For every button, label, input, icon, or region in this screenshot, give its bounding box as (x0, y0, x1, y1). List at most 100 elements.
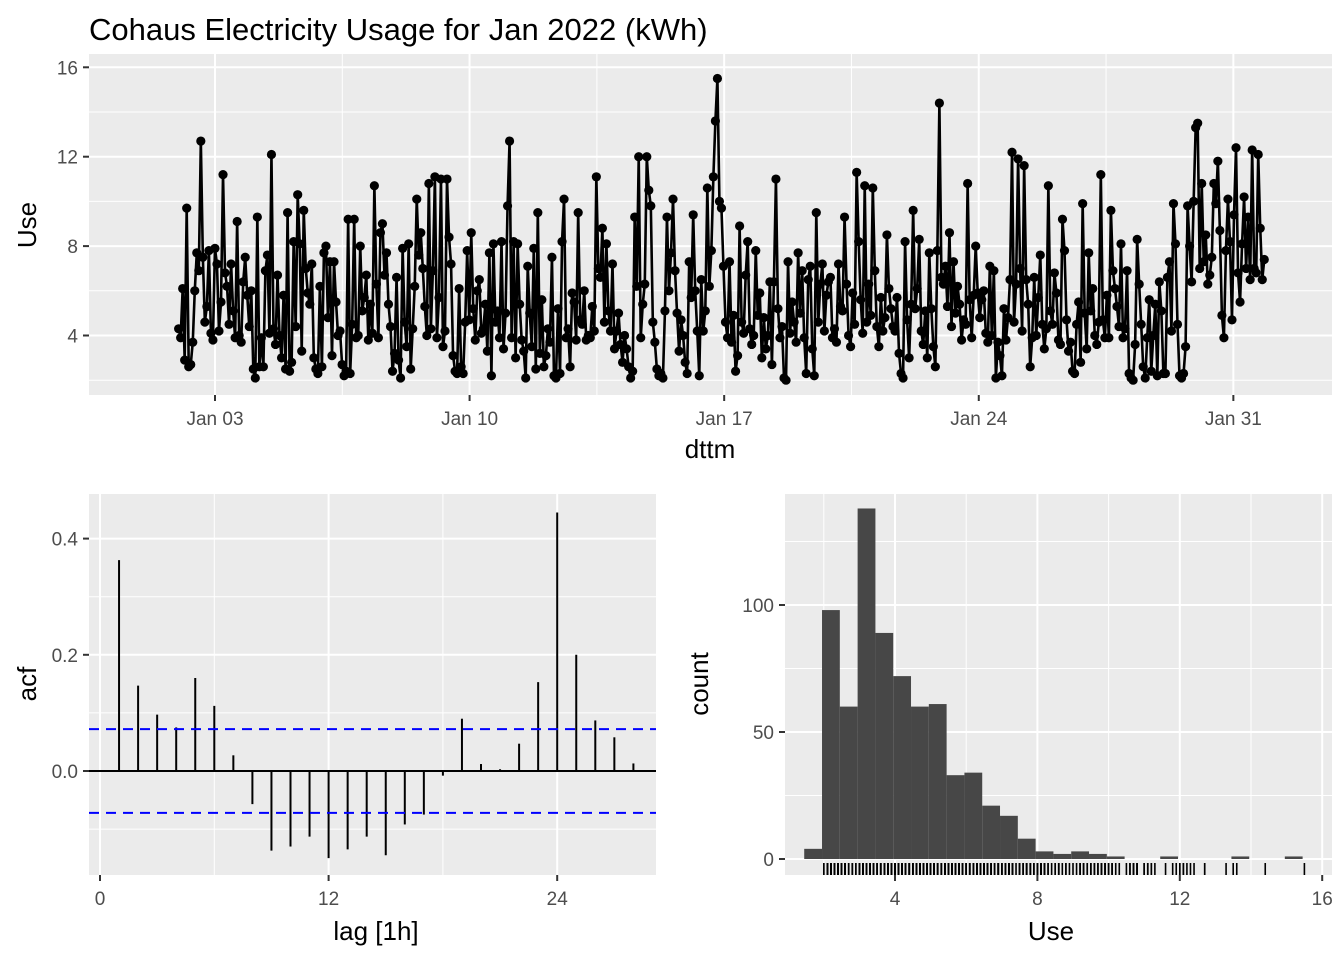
timeseries-point (571, 335, 581, 345)
timeseries-point (517, 335, 527, 345)
timeseries-point (807, 344, 817, 354)
histogram-bar (839, 706, 858, 859)
timeseries-point (262, 250, 273, 260)
timeseries-point (327, 351, 337, 361)
histogram-bar (1089, 853, 1107, 859)
timeseries-point (228, 306, 238, 316)
timeseries-point (989, 266, 999, 276)
timeseries-point (1253, 149, 1263, 160)
timeseries-point (278, 290, 289, 300)
timeseries-point (759, 313, 769, 323)
timeseries-point (1199, 257, 1209, 267)
timeseries-point (805, 261, 815, 271)
timeseries-point (761, 344, 771, 354)
timeseries-point (954, 299, 965, 309)
timeseries-point (557, 237, 567, 247)
timeseries-point (547, 252, 557, 262)
timeseries-point (482, 346, 492, 356)
timeseries-point (1106, 205, 1116, 215)
timeseries-point (777, 321, 787, 332)
histogram-bar (982, 805, 1001, 859)
timeseries-point (210, 243, 220, 253)
timeseries-point (1086, 306, 1096, 316)
timeseries-point (176, 333, 186, 343)
timeseries-point (1140, 373, 1150, 383)
histogram-rug (822, 863, 1306, 875)
timeseries-point (971, 241, 981, 251)
timeseries-point (912, 283, 922, 294)
timeseries-point (831, 337, 842, 347)
acf-y-tick-label: 0.0 (52, 762, 78, 783)
timeseries-point (1156, 306, 1166, 316)
timeseries-point (733, 351, 743, 361)
timeseries-point (1259, 254, 1269, 265)
timeseries-point (1201, 230, 1211, 240)
histogram-bar (1035, 851, 1054, 859)
timeseries-point (1102, 290, 1112, 300)
timeseries-point (1154, 277, 1164, 287)
timeseries-point (504, 136, 515, 146)
timeseries-point (238, 277, 248, 287)
timeseries-point (741, 270, 751, 280)
timeseries-point (668, 194, 678, 204)
timeseries-point (1049, 268, 1060, 278)
timeseries-point (283, 207, 293, 218)
timeseries-x-tick-label: Jan 31 (1205, 409, 1262, 430)
timeseries-point (1132, 234, 1142, 244)
histogram-bar (1284, 856, 1303, 859)
timeseries-point (1122, 266, 1132, 276)
timeseries-point (1233, 268, 1243, 278)
timeseries-point (309, 353, 319, 363)
timeseries-point (442, 174, 452, 184)
histogram-x-tick-label: 12 (1169, 889, 1190, 910)
timeseries-point (757, 353, 767, 363)
histogram-x-tick-label: 16 (1312, 889, 1333, 910)
timeseries-point (1031, 330, 1041, 341)
timeseries-point (573, 207, 583, 218)
timeseries-point (188, 337, 198, 347)
timeseries-point (1019, 161, 1029, 171)
histogram-y-axis-title: count (684, 651, 714, 715)
timeseries-point (196, 136, 206, 146)
timeseries-point (220, 268, 230, 278)
timeseries-point (1235, 297, 1245, 307)
timeseries-point (1195, 263, 1205, 274)
timeseries-point (182, 203, 192, 213)
timeseries-point (597, 223, 607, 233)
timeseries-point (565, 362, 575, 372)
timeseries-point (1104, 333, 1114, 343)
timeseries-point (1057, 214, 1068, 224)
timeseries-point (1197, 178, 1207, 189)
acf-marks (89, 512, 656, 859)
timeseries-point (285, 366, 295, 376)
timeseries-point (1205, 270, 1215, 280)
timeseries-point (658, 373, 668, 383)
timeseries-point (785, 328, 795, 338)
histogram-bar (822, 610, 840, 859)
timeseries-point (492, 306, 503, 316)
timeseries-point (698, 326, 708, 336)
timeseries-point (866, 310, 876, 320)
timeseries-point (682, 368, 692, 379)
timeseries-point (379, 270, 390, 280)
timeseries-point (307, 259, 317, 269)
timeseries-point (670, 266, 680, 276)
timeseries-point (638, 299, 648, 309)
timeseries-point (809, 371, 819, 381)
timeseries-point (478, 324, 488, 334)
timeseries-point (622, 344, 632, 354)
timeseries-point (589, 326, 599, 336)
timeseries-point (850, 319, 860, 329)
timeseries-point (252, 212, 262, 222)
timeseries-y-tick-label: 8 (67, 237, 78, 258)
timeseries-point (648, 317, 658, 327)
timeseries-point (1059, 245, 1070, 256)
timeseries-point (1207, 252, 1217, 262)
timeseries-point (773, 304, 783, 314)
histogram-chart: 0 50 100 4 8 12 16 Use count (684, 494, 1333, 946)
timeseries-point (1108, 266, 1118, 276)
timeseries-point (678, 330, 688, 341)
timeseries-point (329, 257, 339, 267)
timeseries-point (728, 310, 739, 320)
timeseries-point (555, 368, 565, 379)
